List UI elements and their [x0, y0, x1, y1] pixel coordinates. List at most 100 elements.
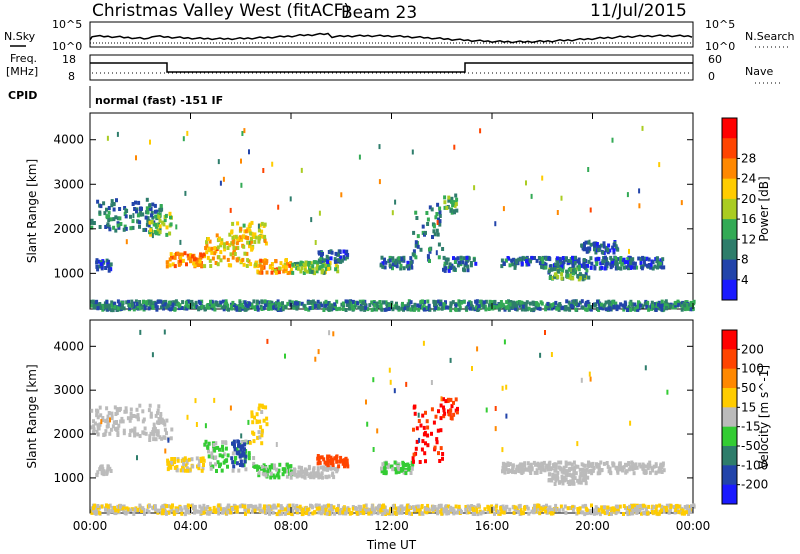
colorbar-segment: [722, 388, 737, 408]
colorbar-tick-label: -200: [741, 478, 768, 492]
colorbar-segment: [722, 219, 737, 240]
scatter-region: [317, 249, 350, 264]
colorbar-segment: [722, 426, 737, 447]
colorbar-tick-label: 24: [741, 172, 756, 186]
colorbar-segment: [722, 349, 737, 370]
frequency-trace: [90, 62, 693, 73]
colorbar-segment: [722, 198, 737, 220]
y-axis-label: Slant Range [km]: [25, 159, 39, 263]
x-tick-label: 04:00: [173, 519, 208, 533]
scatter-region: [253, 258, 293, 275]
scatter-region: [547, 471, 590, 486]
scatter-region: [228, 220, 268, 251]
x-axis-label: Time UT: [366, 538, 417, 552]
freq-panel-frame: [89, 54, 694, 81]
scatter-region: [443, 193, 459, 215]
scatter-region: [380, 460, 415, 476]
nave-tick-bottom: 0: [708, 70, 715, 83]
sparse-echoes: [106, 125, 683, 256]
noise-panel-frame: [89, 21, 694, 48]
freq-tick-bottom: 8: [68, 70, 75, 83]
colorbar-segment: [722, 259, 737, 281]
noise-tick-bottom: 10^0: [52, 40, 82, 53]
noise-tick-top-right: 10^5: [705, 18, 735, 31]
scatter-region: [165, 251, 206, 269]
colorbar-tick-label: 16: [741, 212, 756, 226]
colorbar-segment: [722, 368, 737, 389]
scatter-region: [291, 464, 340, 480]
beam-label: Beam 23: [341, 3, 417, 23]
cpid-label: CPID: [8, 89, 37, 102]
colorbar-tick-label: 28: [741, 151, 756, 165]
colorbar-tick-label: -15: [741, 420, 761, 434]
y-tick-label: 4000: [53, 339, 84, 353]
colorbar-segment: [722, 446, 737, 466]
colorbar-tick-label: 50: [741, 381, 756, 395]
scatter-region: [442, 397, 459, 421]
colorbar-segment: [722, 239, 737, 261]
nsky-label: N.Sky: [4, 30, 36, 43]
scatter-region: [291, 260, 340, 276]
scatter-region: [501, 460, 666, 476]
colorbar-segment: [722, 407, 737, 428]
scatter-region: [248, 403, 269, 446]
colorbar-tick-label: 12: [741, 232, 756, 246]
scatter-region: [547, 266, 591, 282]
y-tick-label: 1000: [53, 266, 84, 280]
y-tick-label: 2000: [53, 427, 84, 441]
scatter-region: [90, 403, 163, 438]
colorbar-tick-label: 200: [741, 342, 764, 356]
colorbar-tick-label: 20: [741, 192, 756, 206]
scatter-region: [166, 456, 206, 473]
scatter-region: [411, 403, 445, 464]
date-label: 11/Jul/2015: [590, 1, 687, 21]
scatter-region: [95, 464, 113, 478]
freq-label: Freq.: [10, 52, 37, 65]
radar-title: Christmas Valley West (fitACF): [92, 1, 350, 21]
scatter-region: [230, 439, 251, 469]
colorbar-tick-label: 8: [741, 253, 749, 267]
colorbar-segment: [722, 118, 737, 139]
noise-tick-bottom-right: 10^0: [705, 40, 735, 53]
colorbar-segment: [722, 158, 737, 180]
colorbar-tick-label: 100: [741, 362, 764, 376]
y-tick-label: 3000: [53, 383, 84, 397]
colorbar-tick-label: 4: [741, 273, 749, 287]
velocity-panel: 1000 2000 3000 4000 00:00 04:00 08:00 12:00 16:0…: [25, 319, 771, 552]
x-tick-label: 16:00: [475, 519, 510, 533]
sparse-echoes: [100, 329, 669, 461]
colorbar: 200 100 50 15 -15 -50 -100 -200 Velocity [m s^-1…: [721, 329, 771, 505]
scatter-region: [148, 417, 174, 442]
panel-frame: [89, 319, 694, 514]
x-tick-label: 08:00: [274, 519, 309, 533]
scatter-region: [90, 299, 696, 313]
scatter-region: [90, 503, 696, 517]
nsky-trace: [89, 32, 693, 44]
freq-unit: [MHz]: [6, 65, 38, 78]
colorbar-frame: [721, 117, 738, 301]
scatter-region: [580, 240, 620, 255]
colorbar-segment: [722, 138, 737, 159]
panel-frame: [89, 112, 694, 310]
colorbar-label: Power [dB]: [757, 176, 771, 241]
colorbar-segment: [722, 330, 737, 350]
noise-trace: [89, 32, 693, 44]
scatter-region: [442, 255, 478, 273]
y-tick-label: 3000: [53, 177, 84, 191]
colorbar-segment: [722, 484, 737, 505]
x-tick-label: 20:00: [575, 519, 610, 533]
noise-tick-top: 10^5: [52, 18, 82, 31]
x-tick-label: 00:00: [676, 519, 711, 533]
scatter-region: [148, 211, 173, 237]
colorbar-tick-label: 15: [741, 400, 756, 414]
colorbar-label: Velocity [m s^-1]: [757, 365, 771, 469]
scatter-region: [95, 258, 113, 273]
nave-label: Nave: [745, 65, 773, 78]
y-tick-label: 1000: [53, 471, 84, 485]
colorbar-segment: [722, 279, 737, 301]
freq-tick-top: 18: [62, 53, 76, 66]
scatter-region: [316, 454, 350, 469]
y-axis-label: Slant Range [km]: [25, 364, 39, 468]
colorbar-frame: [721, 329, 738, 505]
